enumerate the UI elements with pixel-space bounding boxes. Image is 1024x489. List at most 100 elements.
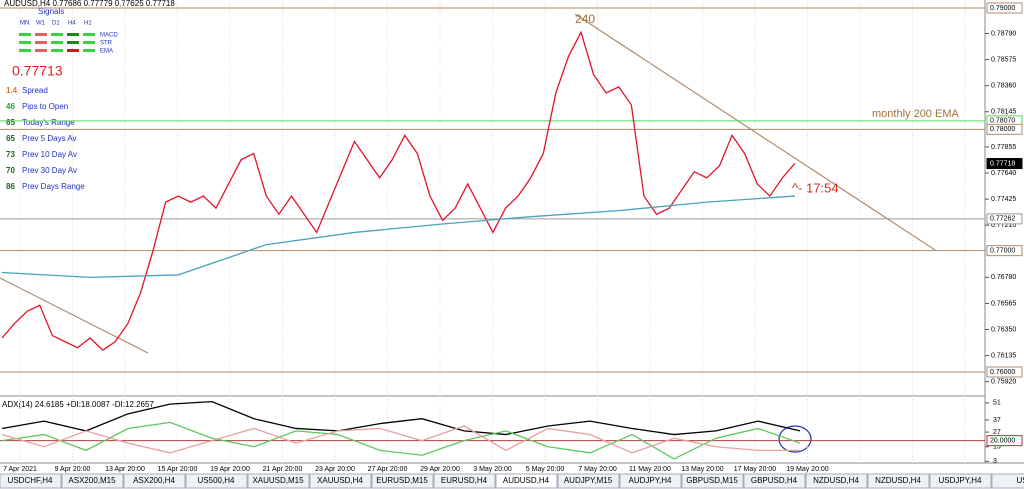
tab-label: NZDUSD,H4 [875, 476, 921, 485]
x-tick-label: 7 Apr 2021 [3, 466, 37, 473]
tab-label: US500,H4 [198, 476, 235, 485]
tab-background [123, 473, 186, 489]
x-tick-label: 23 Apr 20:00 [315, 466, 355, 473]
level-label: 0.77000 [990, 247, 1015, 254]
tab-background [681, 473, 744, 489]
tab-label: XAUUSD,H4 [317, 476, 363, 485]
series-line [1, 425, 800, 454]
series-line [1, 30, 796, 351]
annotation: ^- 17:54 [792, 180, 839, 195]
tab[interactable]: US500,H4 [185, 473, 248, 489]
series-line [1, 400, 801, 436]
x-tick-label: 13 Apr 20:00 [105, 466, 145, 473]
stat-label: Prev 30 Day Av [22, 166, 77, 175]
signal-cell [67, 33, 79, 36]
signals-title: Signals [38, 7, 64, 16]
stat-label: Prev Days Range [22, 182, 85, 191]
tab-background [247, 473, 310, 489]
tab-background [557, 473, 620, 489]
tab[interactable]: NZDUSD,H4 [805, 473, 868, 489]
trend-line [0, 277, 149, 354]
signal-cell [83, 41, 95, 44]
signal-row-label: MACD [100, 33, 118, 39]
tab[interactable]: USDCHF,H4 [0, 473, 62, 489]
tab[interactable]: XAUUSD,H4 [309, 473, 372, 489]
y-tick-label: 0.78145 [991, 109, 1016, 116]
tab[interactable]: XAUUSD,M15 [247, 473, 310, 489]
tab-background [867, 473, 930, 489]
level-label: 0.78000 [990, 126, 1015, 133]
tab-background [743, 473, 806, 489]
tab[interactable]: EURUSD,M15 [371, 473, 434, 489]
tab[interactable]: GBPUSD,H4 [743, 473, 806, 489]
x-tick-label: 15 Apr 20:00 [158, 466, 198, 473]
y-tick-label: 0.78360 [991, 82, 1016, 89]
tab[interactable]: AUDJPY,H4 [619, 473, 682, 489]
tab-label: EURUSD,H4 [441, 476, 488, 485]
tab[interactable]: ASX200,H4 [123, 473, 186, 489]
signal-cell [67, 49, 79, 52]
y-tick-label: 0.76780 [991, 274, 1016, 281]
annotation: monthly 200 EMA [872, 108, 959, 120]
series-line [1, 195, 796, 278]
y-tick-label: 27 [993, 429, 1001, 436]
x-tick-label: 9 Apr 20:00 [55, 466, 91, 473]
signal-cell [35, 41, 47, 44]
tab-label: US [1016, 476, 1024, 485]
tab[interactable]: US [991, 473, 1024, 489]
x-tick-label: 11 May 20:00 [629, 466, 671, 473]
stat-label: Today's Range [22, 118, 75, 127]
tab-label: USDCHF,H4 [8, 476, 53, 485]
symbol-line: AUDUSD,H4 0.77686 0.77779 0.77625 0.7771… [4, 0, 175, 8]
signal-cell [67, 41, 79, 44]
x-tick-label: 17 May 20:00 [734, 466, 777, 473]
signal-cell [19, 41, 31, 44]
signal-cell [35, 49, 47, 52]
signal-cell [51, 33, 63, 36]
tab[interactable]: GBPUSD,M15 [681, 473, 744, 489]
y-tick-label: 0.76135 [991, 352, 1016, 359]
x-tick-label: 3 May 20:00 [473, 466, 512, 473]
tab-label: ASX200,H4 [133, 476, 175, 485]
tab-label: XAUUSD,M15 [252, 476, 304, 485]
tab-background [929, 473, 992, 489]
tab[interactable]: ASX200,M15 [61, 473, 124, 489]
tab-background [619, 473, 682, 489]
y-tick-label: 51 [993, 400, 1001, 407]
y-tick-label: 15 [993, 444, 1001, 451]
y-tick-label: 0.77640 [991, 170, 1016, 177]
level-label: 0.79000 [990, 5, 1015, 12]
level-box [986, 2, 1023, 14]
tab-background [185, 473, 248, 489]
tab[interactable]: USDJPY,H4 [929, 473, 992, 489]
signal-cell [83, 33, 95, 36]
tab-label: AUDUSD,H4 [503, 476, 550, 485]
x-tick-label: 7 May 20:00 [578, 466, 617, 473]
signal-cell [51, 49, 63, 52]
level-box [986, 435, 1023, 447]
stat-value: 46 [6, 102, 15, 111]
tab[interactable]: EURUSD,H4 [433, 473, 496, 489]
annotation: 240 [575, 12, 595, 26]
signal-row-label: EMA [100, 49, 113, 55]
stat-label: Spread [22, 86, 48, 95]
signal-cell [19, 49, 31, 52]
tab[interactable]: NZDUSD,H4 [867, 473, 930, 489]
level-box [986, 123, 1023, 135]
level-box [986, 213, 1023, 225]
tab-background [495, 473, 558, 489]
price-display: 0.77713 [12, 63, 63, 79]
level-label: 0.77718 [990, 160, 1015, 167]
tab-background [805, 473, 868, 489]
x-tick-label: 29 Apr 20:00 [420, 466, 460, 473]
stat-value: 1.4 [6, 86, 18, 95]
level-label: 0.78070 [990, 118, 1015, 125]
tab[interactable]: AUDJPY,M15 [557, 473, 620, 489]
timeframe-label: W1 [36, 21, 46, 27]
timeframe-label: H4 [68, 21, 76, 27]
tab[interactable]: AUDUSD,H4 [495, 473, 558, 489]
x-tick-label: 5 May 20:00 [526, 466, 565, 473]
